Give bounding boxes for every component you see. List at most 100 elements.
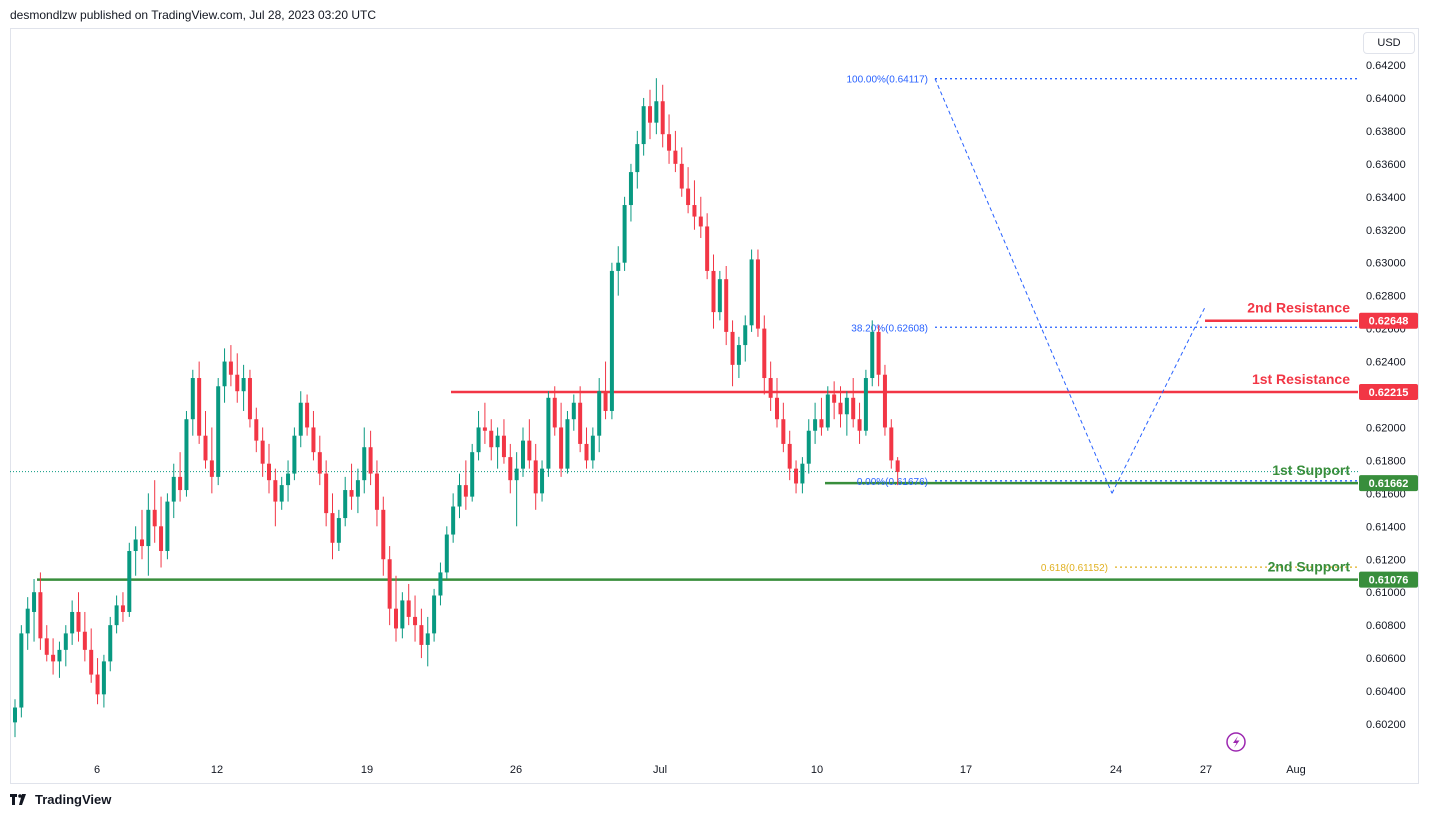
candle-body (559, 427, 564, 469)
y-tick-label: 0.64200 (1366, 60, 1406, 72)
candle-body (622, 205, 627, 263)
candle (400, 592, 405, 639)
candle (501, 419, 506, 464)
candle (51, 638, 56, 675)
candle (241, 364, 246, 411)
candle-body (755, 259, 760, 329)
candle (95, 658, 100, 705)
candle-body (806, 430, 811, 464)
x-tick-label: Aug (1286, 764, 1306, 776)
candle (419, 608, 424, 659)
candle (609, 262, 614, 420)
publisher-header: desmondlzw published on TradingView.com,… (10, 8, 376, 22)
level-price-badge (1359, 571, 1418, 588)
level-price-badge (1359, 475, 1418, 492)
candle (444, 526, 449, 580)
candle (489, 419, 494, 461)
currency-button[interactable]: USD (1363, 32, 1415, 54)
candle-body (133, 539, 138, 552)
candle-body (336, 518, 341, 543)
candle-body (292, 435, 297, 474)
candle (819, 397, 824, 436)
y-tick-label: 0.61600 (1366, 488, 1406, 500)
candle (190, 369, 195, 436)
zigzag-line (1111, 306, 1206, 494)
x-tick-label: 27 (1200, 764, 1212, 776)
candle (635, 130, 640, 189)
candle-body (476, 427, 481, 453)
candle (533, 443, 538, 510)
candle (851, 378, 856, 428)
candle (584, 427, 589, 469)
candle (895, 457, 900, 486)
lightning-icon[interactable] (1226, 732, 1246, 752)
candle-body (743, 325, 748, 346)
candle (673, 130, 678, 173)
candle (114, 595, 119, 634)
candle-body (184, 419, 189, 491)
candle-body (527, 440, 532, 461)
x-tick-label: 6 (94, 764, 100, 776)
candle-body (584, 443, 589, 461)
level-price-label: 0.61662 (1369, 478, 1409, 490)
candle (235, 353, 240, 403)
level-labels: 2nd Resistance 0.62648 1st Resistance 0.622… (1247, 300, 1418, 588)
candle-body (508, 457, 513, 481)
candle-body (705, 226, 710, 271)
candle-body (190, 378, 195, 420)
candle (13, 699, 17, 738)
candle-body (120, 605, 125, 612)
y-tick-label: 0.63800 (1366, 126, 1406, 138)
candle-body (247, 378, 252, 420)
candle-body (140, 539, 144, 547)
y-tick-label: 0.61800 (1366, 455, 1406, 467)
x-tick-label: 26 (510, 764, 522, 776)
candle (540, 460, 545, 502)
candle (387, 546, 392, 626)
candle (800, 457, 805, 494)
candle-body (533, 460, 538, 494)
candle (311, 410, 316, 461)
candle-body (241, 378, 246, 392)
candle-body (571, 402, 576, 420)
candle-body (825, 394, 830, 428)
candle-body (546, 397, 551, 469)
candle (432, 588, 437, 642)
candle-body (171, 476, 176, 502)
y-tick-label: 0.63200 (1366, 225, 1406, 237)
candle (457, 473, 462, 519)
candle (374, 460, 379, 527)
candle (578, 386, 583, 453)
candle (38, 572, 43, 650)
candle-body (679, 163, 684, 189)
candle-body (851, 397, 856, 420)
candle-body (692, 205, 697, 217)
candle-body (863, 378, 868, 431)
candle-body (254, 419, 259, 441)
x-tick-label: 19 (361, 764, 373, 776)
candle (648, 89, 652, 140)
candle-body (781, 419, 786, 444)
candle (146, 493, 151, 576)
candle-body (457, 485, 462, 507)
fib-level-label: 0.618(0.61152) (1041, 563, 1108, 574)
candle (260, 427, 265, 477)
candle-body (406, 600, 411, 617)
level-name: 1st Resistance (1252, 371, 1350, 387)
candle-body (794, 468, 799, 484)
candle (254, 407, 259, 453)
y-tick-label: 0.60600 (1366, 653, 1406, 665)
candle (203, 410, 208, 469)
brand-name: TradingView (35, 792, 112, 807)
y-tick-label: 0.60400 (1366, 686, 1406, 698)
candle-body (521, 440, 525, 469)
candle-body (832, 394, 837, 403)
candle (368, 430, 373, 486)
candle (597, 378, 602, 453)
candle (222, 348, 227, 403)
candle-body (355, 480, 360, 497)
candle (730, 320, 735, 387)
candle (641, 97, 646, 156)
candle-body (432, 595, 437, 634)
